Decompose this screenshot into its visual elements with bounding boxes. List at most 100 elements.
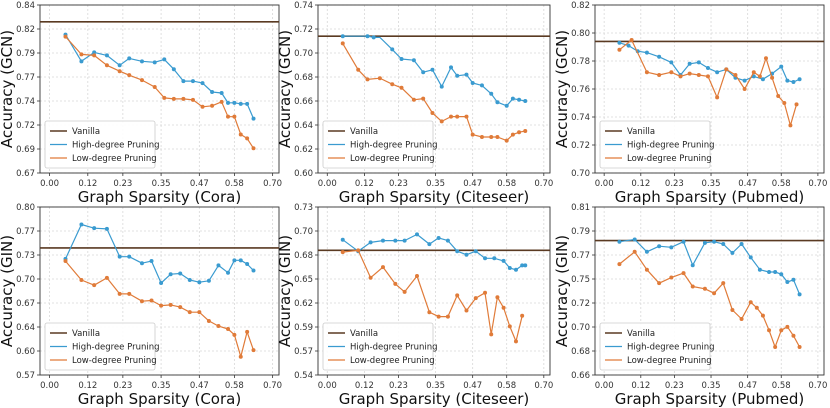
high-point	[626, 43, 631, 48]
high-point	[368, 240, 373, 245]
legend-label-high: High-degree Pruning	[350, 343, 437, 353]
high-point	[748, 255, 753, 260]
high-point	[681, 239, 686, 244]
high-point	[492, 256, 497, 261]
high-point	[739, 241, 744, 246]
low-point	[687, 71, 692, 76]
y-tick-label: 0.65	[294, 275, 313, 285]
y-tick-label: 0.78	[571, 57, 590, 67]
y-axis-label: Accuracy (GIN)	[276, 235, 294, 347]
high-point	[712, 239, 717, 244]
low-point	[127, 291, 132, 296]
high-point	[779, 64, 784, 69]
legend-label-low: Low-degree Pruning	[627, 356, 712, 366]
high-point	[773, 269, 778, 274]
low-point	[690, 284, 695, 289]
low-point	[251, 348, 256, 353]
y-tick-label: 0.84	[16, 1, 35, 11]
y-tick-label: 0.68	[294, 251, 313, 261]
high-point	[779, 272, 784, 277]
chart-panel-3: 0.00 0.12 0.23 0.35 0.47 0.58 0.70 0.70 0.72 0.74…	[553, 1, 827, 206]
y-tick-label: 0.69	[16, 145, 35, 155]
y-tick-label: 0.72	[294, 25, 313, 35]
high-point	[657, 244, 662, 249]
y-tick-label: 0.79	[16, 49, 35, 59]
low-point	[210, 103, 215, 108]
low-point	[232, 332, 237, 337]
high-point	[632, 237, 637, 242]
y-tick-label: 0.62	[294, 299, 313, 309]
low-point	[178, 305, 183, 310]
low-point	[340, 250, 345, 255]
low-point	[770, 75, 775, 80]
low-point	[149, 298, 154, 303]
high-point	[617, 239, 622, 244]
low-point	[251, 146, 256, 151]
plot-frame	[39, 4, 280, 174]
low-point	[238, 132, 243, 137]
low-point	[455, 293, 460, 298]
y-tick-label: 0.59	[294, 323, 313, 333]
low-point	[739, 317, 744, 321]
y-tick-label: 0.67	[16, 169, 35, 179]
y-tick-label: 0.74	[294, 1, 313, 11]
high-point	[644, 50, 649, 55]
high-point	[501, 258, 506, 263]
y-tick-label: 0.66	[294, 97, 313, 107]
low-point	[356, 248, 361, 253]
y-tick-label: 0.68	[571, 347, 590, 357]
high-point	[181, 79, 186, 84]
legend-box	[322, 322, 434, 371]
legend-label-vanilla: Vanilla	[350, 329, 378, 339]
high-point	[92, 226, 97, 231]
high-point	[785, 280, 790, 285]
high-point	[696, 60, 701, 65]
chart-panel-4: 0.00 0.12 0.23 0.35 0.47 0.58 0.70 0.57 0.60 0.64…	[0, 203, 282, 408]
low-point	[104, 275, 109, 280]
y-tick-label: 0.60	[16, 347, 35, 357]
low-point	[763, 56, 768, 61]
low-point	[632, 249, 637, 254]
low-point	[669, 70, 674, 75]
high-point	[757, 267, 762, 272]
high-point	[483, 256, 488, 261]
plot-frame	[317, 4, 551, 174]
low-point	[63, 34, 68, 39]
low-point	[504, 138, 509, 143]
high-point	[414, 232, 419, 237]
low-point	[479, 135, 484, 139]
high-point	[513, 267, 518, 272]
y-axis-label: Accuracy (GIN)	[553, 235, 571, 347]
high-point	[79, 222, 84, 227]
low-point	[445, 314, 450, 319]
x-tick-label: 0.58	[225, 381, 244, 391]
high-point	[520, 263, 525, 268]
legend-box	[322, 120, 434, 169]
high-point	[669, 60, 674, 65]
legend-box	[44, 322, 156, 371]
y-tick-label: 0.62	[294, 145, 313, 155]
high-point	[226, 100, 231, 105]
high-point	[791, 277, 796, 282]
x-tick-label: 0.35	[702, 179, 721, 189]
x-tick-label: 0.47	[463, 381, 482, 391]
x-tick-label: 0.00	[40, 381, 59, 391]
low-point	[152, 85, 157, 90]
high-point	[159, 280, 164, 285]
x-tick-label: 0.58	[497, 179, 516, 189]
high-point	[232, 100, 237, 105]
low-point	[751, 70, 756, 75]
high-point	[449, 65, 454, 70]
legend-label-vanilla: Vanilla	[72, 329, 100, 339]
low-point	[340, 41, 345, 46]
high-point	[117, 63, 122, 68]
high-point	[104, 53, 109, 58]
x-tick-label: 0.35	[426, 381, 445, 391]
high-point	[206, 278, 211, 283]
low-point	[785, 324, 790, 329]
x-tick-label: 0.58	[225, 179, 244, 189]
high-point	[162, 57, 167, 62]
y-tick-label: 0.57	[16, 371, 35, 381]
low-point	[779, 328, 784, 333]
